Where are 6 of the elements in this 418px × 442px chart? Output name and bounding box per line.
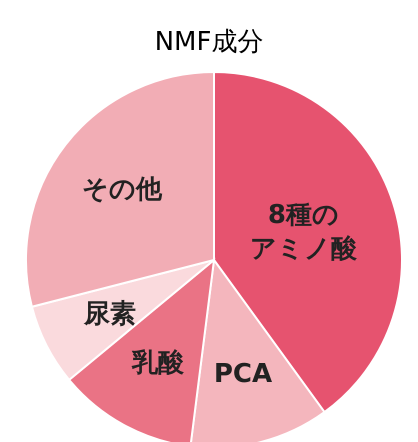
slice-label: 尿素 [83, 298, 136, 329]
slice-label: 8種のアミノ酸 [250, 200, 357, 264]
slice-label: その他 [82, 174, 163, 205]
slice-label: PCA [214, 358, 272, 389]
chart-title: NMF成分 [154, 27, 264, 57]
slice-label: 乳酸 [130, 348, 184, 378]
